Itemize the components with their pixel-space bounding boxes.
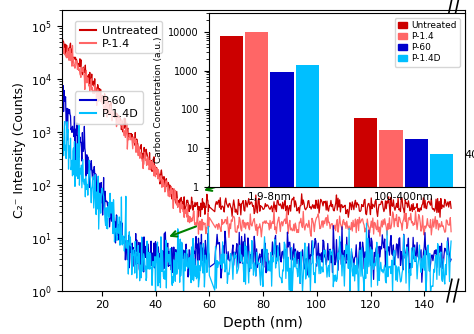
P-1.4 [226, 235, 232, 239]
P-1.4D [333, 273, 338, 277]
P-1.4D [59, 150, 64, 154]
P-1.4D [288, 308, 293, 312]
Untreated [192, 204, 198, 208]
P-1.4 [136, 154, 141, 158]
P-1.4D [255, 260, 260, 264]
Untreated [135, 141, 141, 145]
P-60 [297, 282, 303, 286]
Untreated [59, 29, 64, 33]
Line: P-1.4D: P-1.4D [62, 122, 451, 310]
Line: P-1.4: P-1.4 [62, 42, 451, 237]
Legend: Untreated, P-1.4, P-60, P-1.4D: Untreated, P-1.4, P-60, P-1.4D [395, 18, 460, 66]
Bar [380, 130, 402, 334]
P-1.4D [136, 243, 141, 247]
Y-axis label: Carbon Concentration (a.u.): Carbon Concentration (a.u.) [154, 37, 163, 163]
Line: Untreated: Untreated [62, 31, 451, 217]
P-60 [333, 260, 338, 264]
Untreated [291, 195, 297, 199]
P-1.4D [112, 240, 118, 244]
Untreated [254, 206, 259, 210]
Untreated [346, 215, 351, 219]
P-1.4 [292, 221, 298, 225]
P-60 [292, 264, 297, 268]
P-1.4 [448, 230, 454, 234]
Y-axis label: C₂⁻ Intensity (Counts): C₂⁻ Intensity (Counts) [12, 82, 26, 218]
P-60 [112, 220, 118, 224]
X-axis label: Depth (nm): Depth (nm) [223, 316, 303, 330]
Bar [296, 65, 319, 334]
P-1.4D [62, 120, 67, 124]
Untreated [331, 209, 337, 213]
Bar [246, 32, 268, 334]
Untreated [448, 206, 454, 210]
P-1.4 [193, 221, 199, 225]
P-1.4D [193, 264, 199, 268]
P-1.4D [292, 250, 298, 254]
P-60 [59, 91, 64, 95]
P-1.4 [112, 114, 118, 118]
Line: P-60: P-60 [62, 86, 451, 284]
P-1.4 [333, 229, 338, 233]
Bar [405, 139, 428, 334]
Text: 400: 400 [465, 150, 474, 160]
Untreated [111, 114, 117, 118]
P-1.4D [448, 239, 454, 243]
Bar [354, 118, 377, 334]
Bar [220, 36, 243, 334]
P-60 [448, 257, 454, 261]
P-60 [60, 84, 66, 88]
Bar [430, 154, 453, 334]
P-1.4 [60, 40, 65, 44]
P-1.4 [255, 225, 261, 229]
Bar [271, 72, 293, 334]
P-60 [255, 265, 260, 269]
P-60 [193, 234, 199, 238]
P-60 [136, 259, 141, 263]
Legend: P-60, P-1.4D: P-60, P-1.4D [75, 91, 143, 124]
P-1.4 [59, 43, 64, 47]
